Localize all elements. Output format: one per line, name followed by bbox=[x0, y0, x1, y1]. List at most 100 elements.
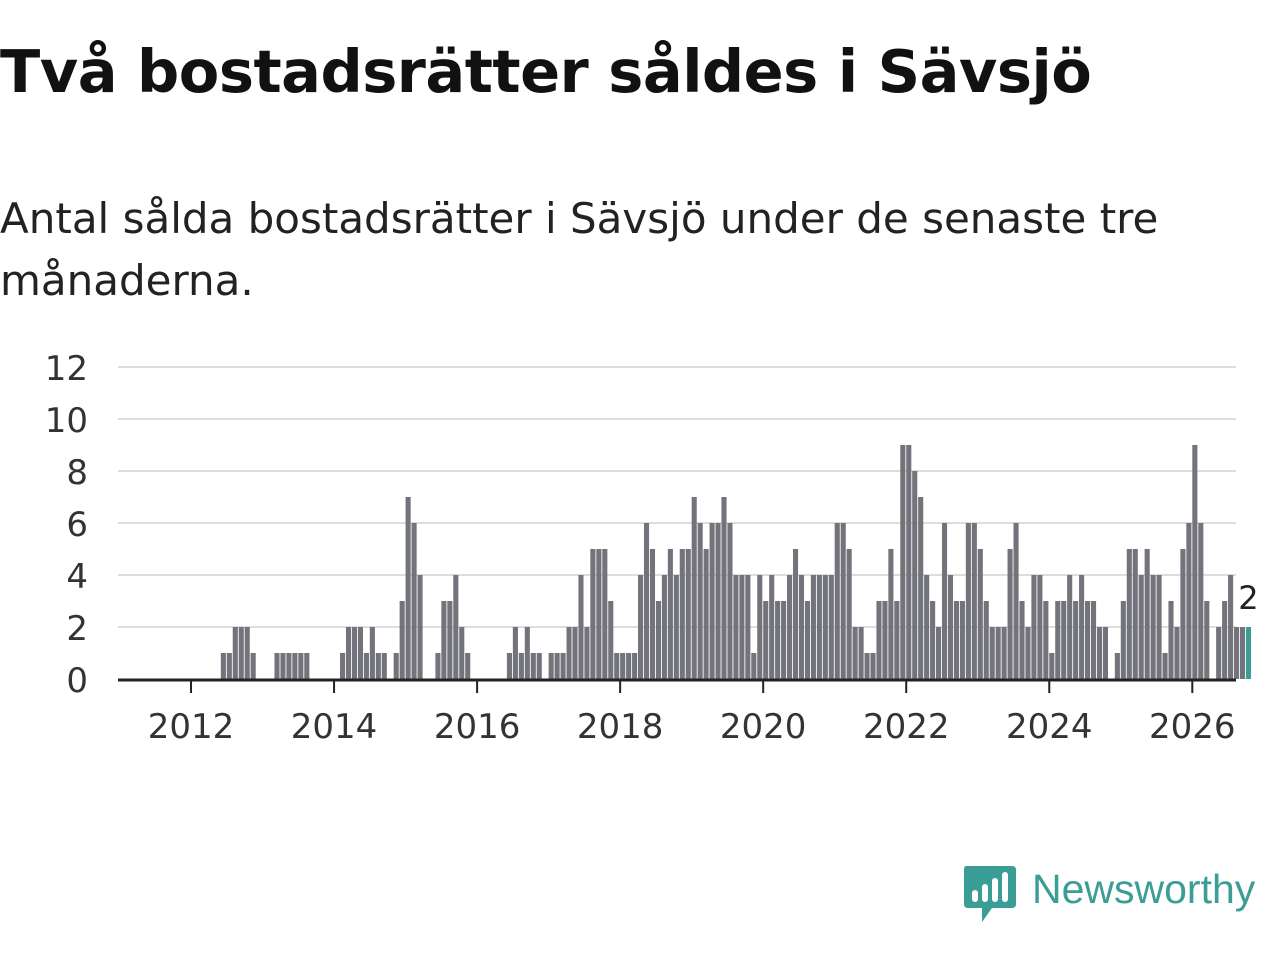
bar bbox=[673, 575, 679, 679]
bar bbox=[1174, 627, 1180, 679]
bar bbox=[810, 575, 816, 679]
x-tick-label: 2012 bbox=[148, 707, 235, 747]
bar bbox=[1079, 575, 1085, 679]
x-tick-label: 2018 bbox=[577, 707, 664, 747]
bar bbox=[870, 653, 876, 679]
bar bbox=[1001, 627, 1007, 679]
x-tick-label: 2016 bbox=[434, 707, 521, 747]
bar bbox=[518, 653, 524, 679]
bar bbox=[661, 575, 667, 679]
x-tick-label: 2026 bbox=[1149, 707, 1236, 747]
bar-highlight bbox=[1245, 627, 1252, 679]
bar bbox=[363, 653, 369, 679]
bar bbox=[554, 653, 560, 679]
bar bbox=[465, 653, 471, 679]
bar bbox=[369, 627, 375, 679]
bar bbox=[340, 653, 346, 679]
bar bbox=[626, 653, 632, 679]
bar bbox=[912, 471, 918, 679]
bar bbox=[804, 601, 810, 679]
bar bbox=[566, 627, 572, 679]
y-tick-label: 2 bbox=[66, 609, 88, 649]
bar-chart: 0 2 4 6 8 10 12 2012 2014 2016 2018 2020 2022 2024 202… bbox=[45, 349, 1259, 747]
bar bbox=[1239, 627, 1246, 679]
bar bbox=[679, 549, 685, 679]
bar bbox=[435, 653, 441, 679]
bar bbox=[727, 523, 733, 679]
bar bbox=[655, 601, 661, 679]
bar bbox=[721, 497, 727, 679]
bar bbox=[989, 627, 995, 679]
bar bbox=[947, 575, 954, 679]
bar bbox=[375, 653, 381, 679]
bar bbox=[763, 601, 769, 679]
bar bbox=[1073, 601, 1079, 679]
x-tick-label: 2020 bbox=[720, 707, 807, 747]
bar bbox=[560, 653, 566, 679]
bar bbox=[244, 627, 250, 679]
y-tick-label: 12 bbox=[45, 349, 88, 389]
bar bbox=[733, 575, 739, 679]
bar bbox=[1049, 653, 1055, 679]
bar bbox=[977, 549, 983, 679]
bar bbox=[590, 549, 596, 679]
bar bbox=[1234, 627, 1240, 679]
bar bbox=[614, 653, 620, 679]
bar bbox=[1168, 601, 1174, 679]
bar bbox=[632, 653, 638, 679]
bar bbox=[900, 445, 906, 679]
bar bbox=[1228, 575, 1234, 679]
bar bbox=[715, 523, 721, 679]
bar bbox=[1043, 601, 1049, 679]
bar bbox=[822, 575, 828, 679]
bar bbox=[608, 601, 614, 679]
last-value-label: 2 bbox=[1238, 579, 1258, 617]
bar bbox=[286, 653, 292, 679]
bar bbox=[953, 601, 959, 679]
bar bbox=[864, 653, 870, 679]
bar bbox=[512, 627, 518, 679]
bar bbox=[1096, 627, 1103, 679]
bar bbox=[345, 627, 352, 679]
bar bbox=[816, 575, 822, 679]
bar bbox=[906, 445, 912, 679]
bar bbox=[1114, 653, 1120, 679]
bar bbox=[685, 549, 691, 679]
bar bbox=[459, 627, 465, 679]
bar bbox=[548, 653, 554, 679]
bar bbox=[351, 627, 358, 679]
bar bbox=[1216, 627, 1222, 679]
bar bbox=[238, 627, 244, 679]
newsworthy-logo-icon bbox=[964, 866, 1016, 922]
bar bbox=[918, 497, 924, 679]
bar bbox=[876, 601, 882, 679]
bar bbox=[697, 523, 703, 679]
newsworthy-logo[interactable]: Newsworthy bbox=[962, 864, 1280, 928]
bar bbox=[1204, 601, 1210, 679]
bar bbox=[274, 653, 280, 679]
bar bbox=[709, 523, 715, 679]
bar bbox=[840, 523, 846, 679]
bar bbox=[524, 627, 530, 679]
x-tick-label: 2022 bbox=[863, 707, 950, 747]
bar bbox=[1061, 601, 1067, 679]
bar bbox=[691, 497, 697, 679]
bar bbox=[298, 653, 304, 679]
bar bbox=[959, 601, 965, 679]
bar bbox=[775, 601, 781, 679]
bar bbox=[1192, 445, 1198, 679]
bar bbox=[1090, 601, 1097, 679]
bar bbox=[1007, 549, 1013, 679]
bar bbox=[405, 497, 411, 679]
bar bbox=[1180, 549, 1186, 679]
bar bbox=[1144, 549, 1150, 679]
page-title: Två bostadsrätter såldes i Sävsjö bbox=[0, 37, 1092, 106]
bar bbox=[745, 575, 751, 679]
bar bbox=[572, 627, 578, 679]
y-tick-label: 4 bbox=[66, 557, 88, 597]
y-tick-label: 6 bbox=[66, 505, 88, 545]
bar bbox=[930, 601, 936, 679]
bar bbox=[1120, 601, 1126, 679]
bar bbox=[447, 601, 453, 679]
bar bbox=[834, 523, 840, 679]
